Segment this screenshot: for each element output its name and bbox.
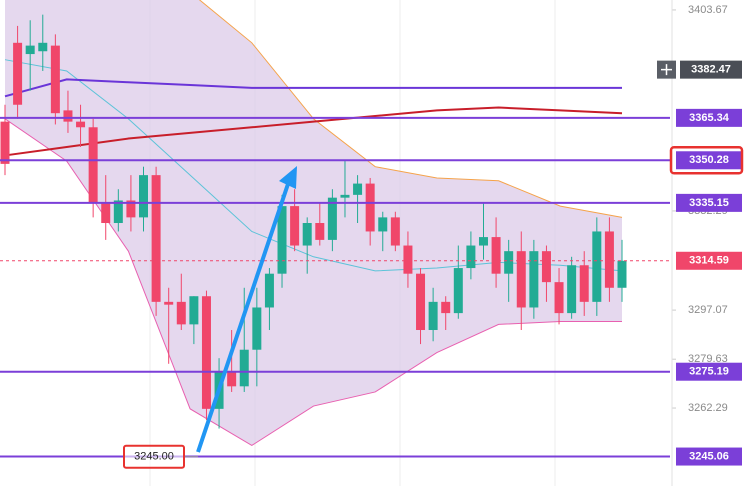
candle-body [164, 301, 174, 305]
candle-body [340, 194, 350, 198]
y-tick-label: 3262.29 [688, 402, 728, 414]
candle-body [416, 273, 426, 331]
level-label: 3245.06 [689, 450, 729, 462]
arrow-head [279, 166, 297, 189]
level-label-box [676, 151, 742, 170]
candle-body [201, 296, 211, 409]
candle-body [264, 273, 274, 308]
moving-average [4, 78, 622, 98]
candle-body [113, 200, 123, 224]
price-axis: 3403.673332.293297.073279.633262.293365.… [657, 0, 744, 486]
annotation-label: 3245.00 [134, 451, 174, 463]
crosshair-box [680, 60, 742, 79]
band-fill [5, 0, 622, 446]
candle-body [541, 251, 551, 283]
level-label-box [676, 362, 742, 381]
candle-body [25, 45, 35, 55]
candle-body [529, 251, 539, 308]
candle-body [353, 183, 363, 195]
candle-body [227, 372, 237, 387]
candle-body [504, 251, 514, 274]
level-label: 3275.19 [689, 366, 729, 378]
candle-body [290, 206, 300, 246]
candle-body [126, 200, 136, 218]
candle-body [76, 121, 86, 128]
candle-body [466, 245, 476, 269]
candle-body [139, 175, 149, 218]
candle-body [277, 206, 287, 274]
candle-body [252, 307, 262, 350]
candle-body [592, 231, 602, 302]
last-price-box [676, 251, 742, 270]
candle-body [151, 175, 161, 302]
level-label: 3365.34 [689, 112, 730, 124]
candle-body [365, 183, 375, 232]
candle-body [378, 217, 388, 232]
candle-body [428, 301, 438, 331]
y-tick-label: 3279.63 [688, 353, 728, 365]
moving-average [4, 106, 623, 157]
y-tick-label: 3403.67 [688, 4, 728, 16]
candle-body [0, 121, 10, 164]
annotation-box [123, 444, 185, 469]
plot-area: 3245.00 [0, 0, 670, 469]
crosshair-plus-icon [661, 64, 672, 76]
candle-body [88, 127, 98, 204]
arrow-line [196, 177, 292, 453]
candle-body [239, 349, 249, 387]
candle-body [315, 223, 325, 240]
candle-body [63, 110, 73, 122]
candle-body [453, 268, 463, 314]
level-label-box [676, 447, 742, 466]
last-price-label: 3314.59 [689, 255, 729, 267]
crosshair-label: 3382.47 [691, 64, 731, 76]
y-tick-label: 3297.07 [688, 304, 728, 316]
candle-body [38, 42, 48, 52]
candle-body [617, 260, 627, 288]
candle-body [50, 45, 60, 114]
level-label-box [676, 108, 742, 127]
candle-body [13, 42, 23, 105]
candle-body [554, 282, 564, 314]
level-label: 3350.28 [689, 154, 729, 166]
candle-body [491, 237, 501, 274]
candle-body [176, 301, 186, 325]
level-label-box [676, 193, 742, 212]
level-label: 3335.15 [689, 197, 729, 209]
candle-body [604, 231, 614, 288]
candle-body [516, 251, 526, 308]
candle-body [302, 223, 312, 246]
candle-body [478, 237, 488, 246]
candle-body [579, 265, 589, 302]
candle-body [567, 265, 577, 314]
candle-body [327, 197, 337, 240]
candle-body [189, 296, 199, 325]
candle-body [101, 203, 111, 224]
candle-body [441, 301, 451, 314]
candle-body [403, 245, 413, 274]
candle-body [390, 217, 400, 246]
highlight-box [669, 146, 744, 175]
